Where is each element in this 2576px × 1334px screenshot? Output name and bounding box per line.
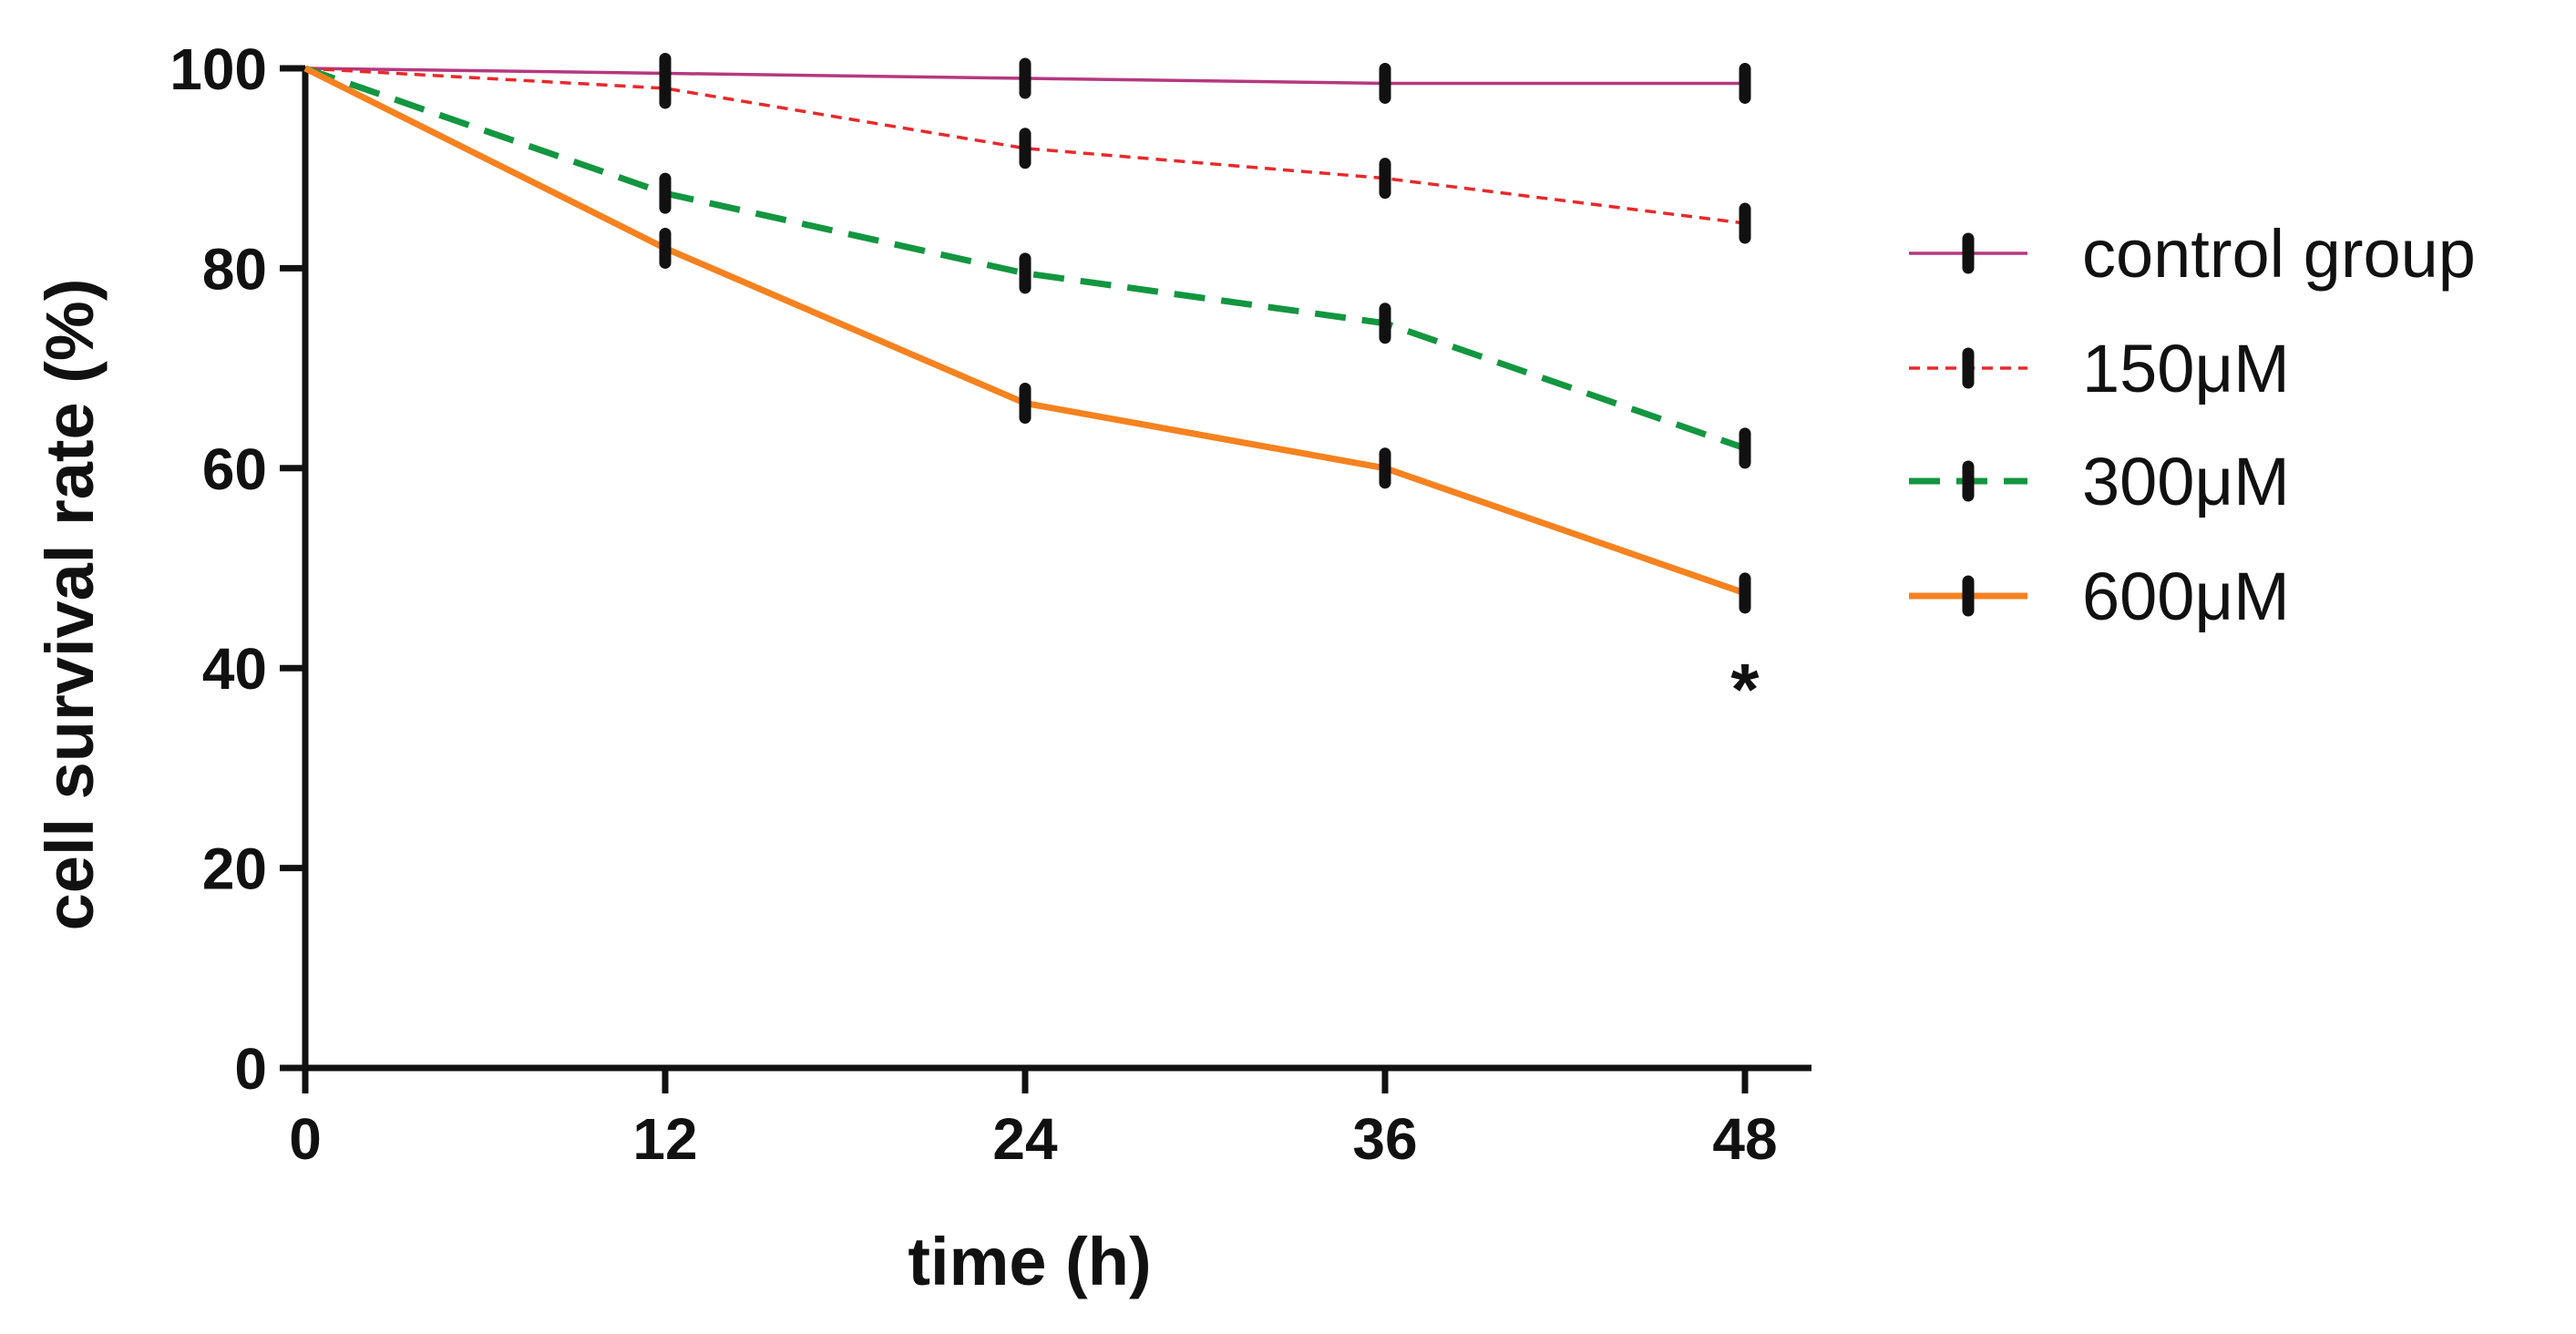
significance-asterisk: * bbox=[1730, 649, 1760, 730]
y-tick-label: 0 bbox=[234, 1036, 267, 1102]
legend: control group 150μM 300μM 600μM bbox=[1909, 216, 2476, 634]
y-tick-label: 60 bbox=[202, 436, 267, 502]
x-axis-title: time (h) bbox=[908, 1224, 1151, 1299]
legend-label-2: 300μM bbox=[2082, 444, 2290, 519]
series-line-2 bbox=[303, 65, 1747, 452]
y-tick-label: 80 bbox=[202, 236, 267, 302]
x-ticks: 0 12 24 36 48 bbox=[289, 1068, 1778, 1172]
x-tick-label: 12 bbox=[632, 1106, 697, 1172]
y-ticks: 0 20 40 60 80 100 bbox=[169, 36, 305, 1102]
x-tick-label: 36 bbox=[1352, 1106, 1417, 1172]
x-tick-label: 0 bbox=[289, 1106, 322, 1172]
y-axis-title: cell survival rate (%) bbox=[32, 279, 108, 931]
axes bbox=[302, 67, 1811, 1072]
series-line-1 bbox=[304, 67, 1746, 225]
legend-label-1: 150μM bbox=[2082, 331, 2290, 406]
x-tick-label: 24 bbox=[992, 1106, 1058, 1172]
y-tick-label: 20 bbox=[202, 836, 267, 902]
x-tick-label: 48 bbox=[1712, 1106, 1777, 1172]
legend-label-3: 600μM bbox=[2082, 559, 2290, 634]
y-tick-label: 40 bbox=[202, 636, 267, 702]
legend-label-0: control group bbox=[2082, 216, 2476, 292]
series-layer bbox=[303, 52, 1751, 614]
annotation-layer: * bbox=[1730, 649, 1760, 730]
y-tick-label: 100 bbox=[169, 36, 267, 102]
